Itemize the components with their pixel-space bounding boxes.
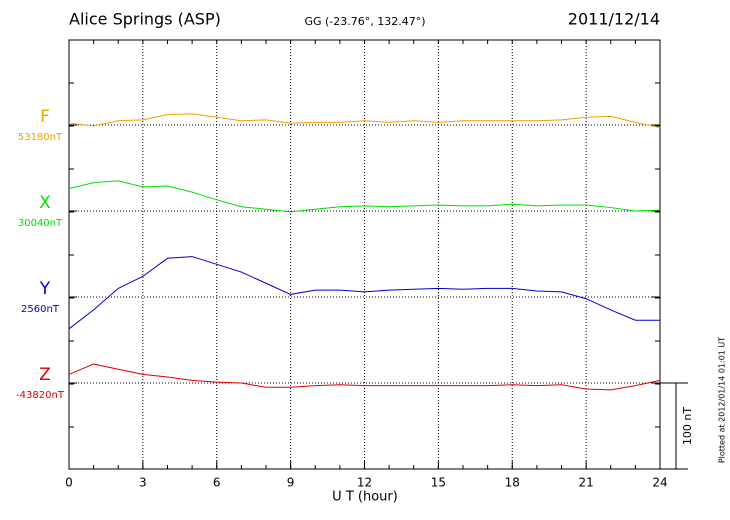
x-tick-label: 21 bbox=[578, 476, 593, 490]
series-line bbox=[68, 180, 661, 213]
x-tick-label: 24 bbox=[652, 476, 667, 490]
series-name: Z bbox=[39, 365, 51, 385]
chart-title: Alice Springs (ASP) bbox=[69, 10, 221, 29]
scale-bar-label: 100 nT bbox=[681, 407, 694, 445]
x-tick-label: 12 bbox=[357, 476, 372, 490]
plot-frame bbox=[68, 39, 661, 470]
x-tick-label: 15 bbox=[431, 476, 446, 490]
x-tick-label: 18 bbox=[505, 476, 520, 490]
baseline-label: -43820nT bbox=[16, 390, 65, 401]
x-tick-label: 6 bbox=[213, 476, 221, 490]
x-tick-label: 9 bbox=[287, 476, 295, 490]
series-name: X bbox=[39, 193, 51, 213]
x-tick-label: 0 bbox=[65, 476, 73, 490]
baseline-label: 2560nT bbox=[21, 304, 60, 315]
series-name: F bbox=[40, 107, 50, 127]
chart-subtitle: GG (-23.76°, 132.47°) bbox=[304, 15, 425, 28]
x-tick-label: 3 bbox=[139, 476, 147, 490]
series-line bbox=[68, 363, 661, 391]
series-line bbox=[68, 256, 660, 330]
series-name: Y bbox=[39, 279, 51, 299]
footnote: Plotted at 2012/01/14 01:01 UT bbox=[718, 337, 727, 463]
x-axis-label: U T (hour) bbox=[332, 490, 398, 505]
baseline-label: 30040nT bbox=[18, 218, 63, 229]
chart-date: 2011/12/14 bbox=[568, 10, 660, 29]
series-line bbox=[68, 113, 661, 129]
baseline-label: 53180nT bbox=[18, 132, 63, 143]
